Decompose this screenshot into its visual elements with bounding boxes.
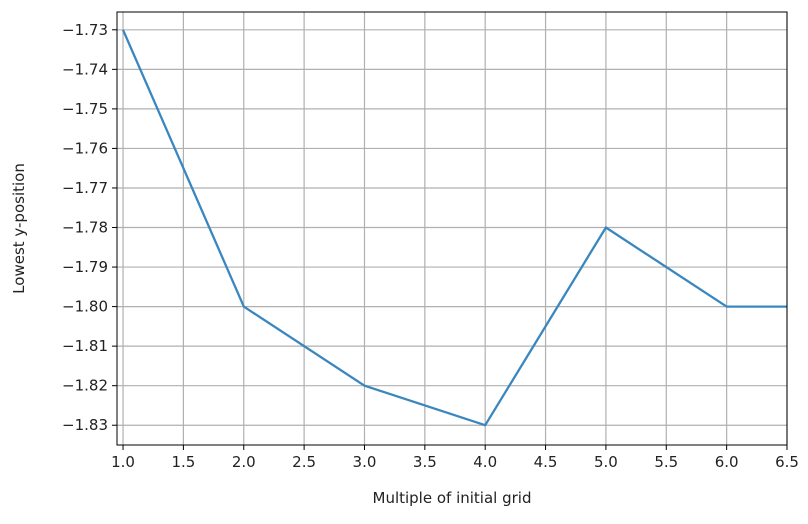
y-tick-label: −1.78 (62, 219, 108, 237)
y-tick-label: −1.80 (62, 298, 108, 316)
y-axis-label: Lowest y-position (10, 163, 28, 294)
y-tick-label: −1.73 (62, 21, 108, 39)
x-tick-label: 3.0 (353, 453, 377, 471)
y-tick-label: −1.74 (62, 60, 108, 78)
x-axis-ticks: 1.0 1.5 2.0 2.5 3.0 3.5 4.0 4.5 5.0 5.5 6.0 6.5 (111, 445, 799, 471)
x-tick-label: 5.0 (594, 453, 618, 471)
x-tick-label: 6.5 (775, 453, 799, 471)
y-tick-label: −1.81 (62, 337, 108, 355)
x-tick-label: 3.5 (413, 453, 437, 471)
x-tick-label: 2.5 (292, 453, 316, 471)
grid-lines (117, 12, 788, 445)
x-tick-label: 1.5 (171, 453, 195, 471)
series-line (121, 29, 787, 427)
y-tick-label: −1.77 (62, 179, 108, 197)
x-tick-label: 1.0 (111, 453, 135, 471)
x-axis-label: Multiple of initial grid (373, 489, 532, 507)
y-axis-ticks: −1.73 −1.74 −1.75 −1.76 −1.77 −1.78 −1.79 −1.80… (62, 21, 117, 434)
plot-frame (116, 11, 788, 446)
y-tick-label: −1.76 (62, 139, 108, 157)
series-lines (121, 29, 787, 427)
y-tick-label: −1.82 (62, 377, 108, 395)
x-tick-label: 4.0 (473, 453, 497, 471)
y-tick-label: −1.75 (62, 100, 108, 118)
y-tick-label: −1.79 (62, 258, 108, 276)
x-tick-label: 6.0 (715, 453, 739, 471)
x-tick-label: 4.5 (534, 453, 558, 471)
x-tick-label: 2.0 (232, 453, 256, 471)
y-tick-label: −1.83 (62, 416, 108, 434)
x-tick-label: 5.5 (654, 453, 678, 471)
